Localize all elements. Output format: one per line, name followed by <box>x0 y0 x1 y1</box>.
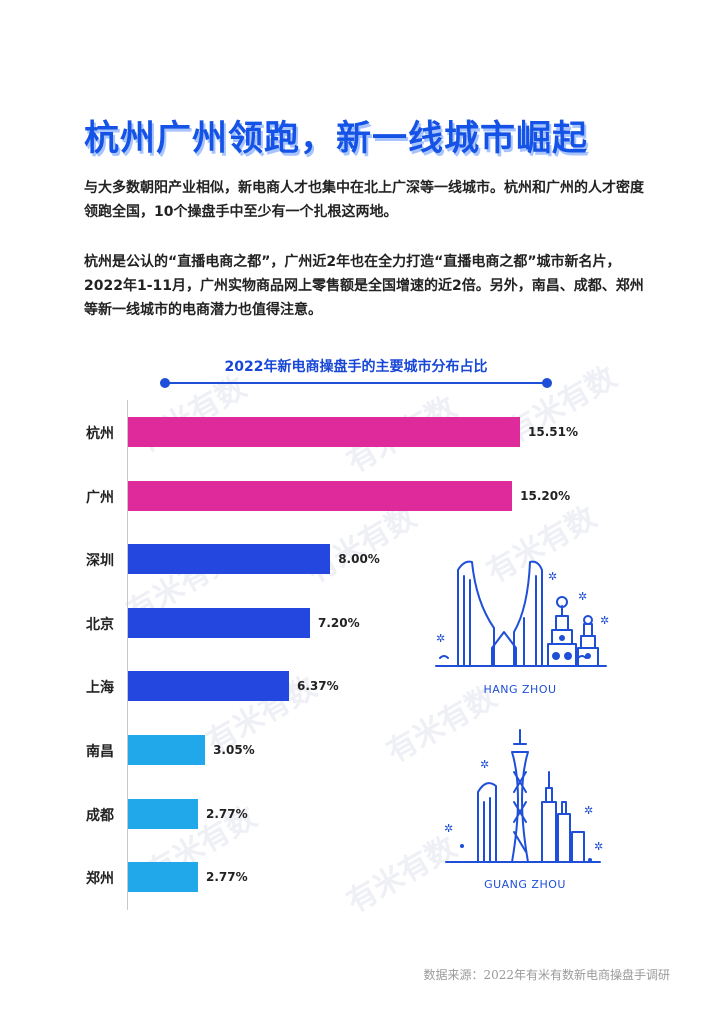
city-label: 北京 <box>86 616 114 633</box>
svg-text:✲: ✲ <box>480 758 489 771</box>
city-label: 上海 <box>86 680 114 697</box>
chart-title-dot-left <box>160 378 170 388</box>
chart-title-block: 2022年新电商操盘手的主要城市分布占比 <box>160 356 552 388</box>
chart-title: 2022年新电商操盘手的主要城市分布占比 <box>224 359 488 375</box>
bar-3 <box>128 607 310 638</box>
city-label: 南昌 <box>86 744 114 760</box>
bar-7 <box>128 862 198 893</box>
data-source-note: 数据来源：2022年有米有数新电商操盘手调研 <box>423 968 670 982</box>
svg-text:✲: ✲ <box>600 614 609 627</box>
hangzhou-caption: HANG ZHOU <box>483 683 557 696</box>
city-label: 郑州 <box>86 871 114 888</box>
bar-6 <box>128 798 198 829</box>
bar-value-label: 3.05% <box>213 743 255 757</box>
bar-value-label: 6.37% <box>296 679 339 694</box>
guangzhou-skyline-icon: ✲ ✲ ✲ ✲ <box>444 729 603 863</box>
bar-value-label: 7.20% <box>317 615 360 630</box>
bar-0 <box>128 417 520 447</box>
svg-text:✲: ✲ <box>594 840 603 853</box>
svg-text:✲: ✲ <box>584 804 593 817</box>
paragraph-detail: 杭州是公认的“直播电商之都”，广州近2年也在全力打造“直播电商之都”城市新名片，… <box>84 254 644 318</box>
city-label: 深圳 <box>86 553 114 570</box>
bar-2 <box>128 544 331 575</box>
chart-title-underline <box>166 382 546 384</box>
page-headline: 杭州广州领跑，新一线城市崛起 <box>84 119 589 159</box>
paragraph-intro: 与大多数朝阳产业相似，新电商人才也集中在北上广深等一线城市。杭州和广州的人才密度… <box>84 180 644 220</box>
bar-value-label: 8.00% <box>338 552 380 567</box>
chart-title-dot-right <box>542 378 552 388</box>
hangzhou-skyline-icon: ✲ ✲ ✲ ✲ <box>435 560 609 667</box>
city-label: 广州 <box>86 489 114 506</box>
bar-value-label: 2.77% <box>206 806 248 821</box>
city-label: 成都 <box>86 807 114 824</box>
city-label: 杭州 <box>86 426 114 442</box>
svg-text:✲: ✲ <box>548 570 557 583</box>
svg-text:✲: ✲ <box>436 632 445 645</box>
bar-5 <box>128 735 206 765</box>
svg-text:✲: ✲ <box>444 822 453 835</box>
chart-axis-line <box>127 400 128 910</box>
bar-value-label: 2.77% <box>206 870 248 885</box>
bar-1 <box>128 480 513 511</box>
bar-value-label: 15.20% <box>520 488 571 503</box>
bar-4 <box>128 671 289 702</box>
guangzhou-caption: GUANG ZHOU <box>484 878 566 891</box>
bar-value-label: 15.51% <box>528 425 578 439</box>
svg-text:✲: ✲ <box>578 590 587 603</box>
